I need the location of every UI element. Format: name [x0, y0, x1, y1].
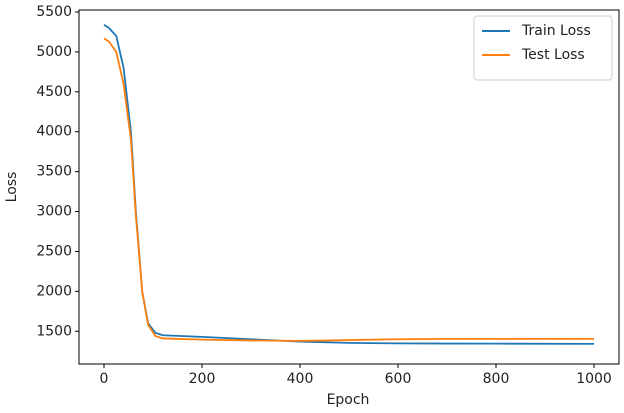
- y-axis-label: Loss: [4, 172, 20, 203]
- x-tick-label: 0: [100, 371, 109, 387]
- y-tick-label: 2000: [36, 283, 72, 299]
- plot-frame: [78, 9, 620, 365]
- y-tick-label: 2500: [36, 243, 72, 259]
- x-tick-label: 800: [483, 371, 510, 387]
- y-tick-label: 3000: [36, 204, 72, 220]
- y-tick-label: 4000: [36, 124, 72, 140]
- x-tick-label: 1000: [576, 371, 612, 387]
- y-tick-label: 5500: [36, 4, 72, 20]
- x-tick-label: 200: [189, 371, 216, 387]
- y-tick-label: 4500: [36, 84, 72, 100]
- legend-label: Train Loss: [521, 23, 591, 39]
- line-series: [103, 37, 595, 342]
- y-tick-label: 3500: [36, 164, 72, 180]
- line-series: [103, 24, 595, 345]
- x-tick-label: 600: [385, 371, 412, 387]
- y-tick-label: 1500: [36, 323, 72, 339]
- y-tick-label: 5000: [36, 44, 72, 60]
- legend-label: Test Loss: [521, 47, 585, 63]
- x-tick-label: 400: [287, 371, 314, 387]
- x-axis-label: Epoch: [327, 392, 370, 408]
